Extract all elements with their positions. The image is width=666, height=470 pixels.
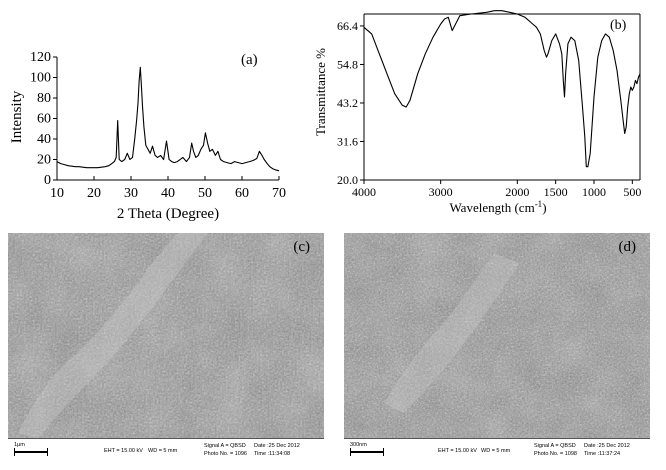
ftir-x-tick-label: 3000 (429, 185, 453, 199)
sem-panel-label-c: (c) (293, 239, 310, 255)
xrd-x-tick-label: 50 (198, 186, 212, 201)
xrd-y-tick-label: 60 (37, 112, 51, 127)
xrd-y-tick-label: 20 (37, 153, 51, 168)
xrd-x-tick-label: 30 (124, 186, 138, 201)
ftir-x-tick-label: 1000 (582, 185, 606, 199)
xrd-x-tick-label: 60 (235, 186, 249, 201)
ftir-y-tick-label: 31.6 (337, 134, 358, 148)
time-c: Time :11:34:08 (254, 451, 291, 457)
xrd-y-tick-label: 0 (44, 173, 51, 188)
sem-micrograph-d: (d) 300nm EHT = 15.00 kV WD = 5 mm Signa… (344, 233, 650, 465)
ftir-x-tick-label: 4000 (352, 185, 376, 199)
signal-c: Signal A = QBSD (204, 443, 246, 449)
photo-c: Photo No. = 1096 (204, 451, 247, 457)
eht-d: EHT = 15.00 kV (438, 448, 477, 454)
xrd-series-line (56, 66, 280, 172)
ftir-y-tick-label: 20.0 (337, 173, 358, 187)
sem-databar-c: 1µm EHT = 15.00 kV WD = 5 mm Signal A = … (8, 438, 324, 465)
date-c: Date :25 Dec 2012 (254, 443, 300, 449)
ftir-y-tick-label: 43.2 (337, 96, 358, 110)
sem-texture-c (8, 233, 324, 465)
wd-d: WD = 5 mm (481, 448, 511, 454)
xrd-x-tick-label: 20 (87, 186, 101, 201)
photo-d: Photo No. = 1098 (534, 451, 577, 457)
ftir-y-tick-label: 66.4 (337, 19, 358, 33)
ftir-x-axis-label: Wavelength (cm-1) (449, 199, 546, 215)
date-d: Date :25 Dec 2012 (584, 443, 630, 449)
sem-panel-label-d: (d) (618, 239, 637, 255)
xrd-y-axis-label: Intensity (9, 90, 25, 143)
xrd-y-tick-label: 80 (37, 91, 51, 106)
ftir-x-tick-label: 1500 (544, 185, 568, 199)
scale-bar-d (350, 448, 384, 456)
sem-texture-d (344, 233, 650, 465)
xrd-x-axis-label: 2 Theta (Degree) (117, 206, 219, 222)
eht-c: EHT = 15.00 kV (104, 448, 143, 454)
ftir-x-tick-label: 500 (623, 185, 641, 199)
wd-c: WD = 5 mm (148, 448, 178, 454)
sem-databar-d: 300nm EHT = 15.00 kV WD = 5 mm Signal A … (344, 438, 650, 465)
xrd-y-tick-label: 100 (30, 71, 51, 86)
ftir-panel: (b) Transmittance % Wavelength (cm-1) 40… (300, 0, 666, 228)
ftir-chart: (b) Transmittance % Wavelength (cm-1) 40… (313, 10, 641, 215)
sem-micrograph-c: (c) 1µm EHT = 15.00 kV WD = 5 mm Signal … (8, 233, 324, 465)
xrd-y-tick-label: 40 (37, 132, 51, 147)
xrd-x-tick-label: 40 (161, 186, 175, 201)
ftir-y-tick-label: 54.8 (337, 57, 358, 71)
xrd-y-tick-label: 120 (30, 50, 51, 65)
xrd-panel-label: (a) (241, 52, 258, 68)
scale-bar-label-d: 300nm (350, 442, 367, 448)
xrd-x-tick-label: 10 (50, 186, 64, 201)
xrd-x-tick-label: 70 (272, 186, 286, 201)
time-d: Time :11:37:24 (584, 451, 621, 457)
ftir-panel-label: (b) (610, 18, 627, 33)
scale-bar-label-c: 1µm (14, 442, 25, 448)
ftir-y-axis-label: Transmittance % (313, 48, 328, 136)
ftir-series-line (363, 10, 641, 168)
ftir-x-tick-label: 2000 (505, 185, 529, 199)
signal-d: Signal A = QBSD (534, 443, 576, 449)
scale-bar-c (14, 448, 48, 456)
xrd-panel: (a) Intensity 2 Theta (Degree) 10 20 30 40 5… (0, 0, 300, 228)
xrd-chart: (a) Intensity 2 Theta (Degree) 10 20 30 40 5… (9, 50, 286, 222)
